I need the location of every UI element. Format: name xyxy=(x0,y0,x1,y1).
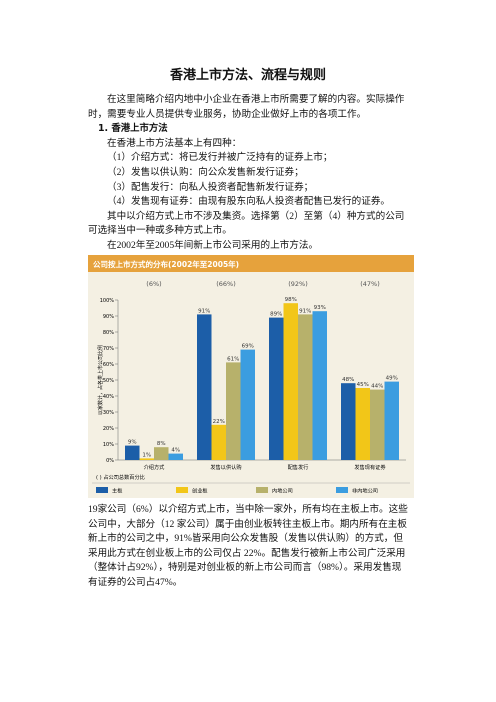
category-label: 发售以供认购 xyxy=(210,463,241,471)
y-tick-label: 10% xyxy=(103,442,114,448)
bar xyxy=(370,389,385,460)
bar xyxy=(269,317,284,460)
bar xyxy=(139,458,154,460)
section-heading: 1. 香港上市方法 xyxy=(98,123,168,135)
legend-label: 内地公司 xyxy=(272,487,293,495)
bar xyxy=(283,303,298,460)
y-tick-label: 40% xyxy=(103,394,114,400)
category-label: 介绍方式 xyxy=(144,463,166,471)
category-note: (92%) xyxy=(288,280,308,288)
legend-swatch xyxy=(336,487,348,493)
value-label: 45% xyxy=(357,382,369,388)
value-label: 69% xyxy=(242,344,254,350)
legend-label: 主板 xyxy=(112,487,123,495)
bar xyxy=(125,445,140,460)
section-lines: 在香港上市方法基本上有四种： （1）介绍方式：将已发行并被广泛持有的证券上市； （2… xyxy=(88,137,410,254)
legend-label: 创业板 xyxy=(192,487,208,495)
doc-body: 在这里简略介绍内地中小企业在香港上市所需要了解的内容。实际操作时，需要专业人员提… xyxy=(88,93,410,254)
bar xyxy=(226,362,241,460)
legend-swatch xyxy=(176,487,188,493)
text-line: （3）配售发行：向私人投资者配售新发行证券； xyxy=(107,181,314,193)
value-label: 93% xyxy=(314,305,326,311)
bar xyxy=(341,383,356,460)
bar xyxy=(211,424,226,460)
category-label: 发售现有证券 xyxy=(354,463,386,471)
bar xyxy=(312,311,327,460)
value-label: 9% xyxy=(128,440,137,446)
value-label: 91% xyxy=(299,308,311,314)
category-note: (6%) xyxy=(146,280,161,288)
text-line: 其中以介绍方式上市不涉及集资。选择第（2）至第（4）种方式的公司可选择当中一种或… xyxy=(88,210,405,237)
legend-swatch xyxy=(96,487,108,493)
bar xyxy=(355,388,370,460)
value-label: 22% xyxy=(213,419,225,425)
category-note: (66%) xyxy=(216,280,236,288)
y-tick-label: 70% xyxy=(103,346,114,352)
bar xyxy=(154,447,169,460)
text-line: 在2002年至2005年间新上市公司采用的上市方法。 xyxy=(107,239,319,251)
doc-body-after: 19家公司（6%）以介绍方式上市，当中除一家外，所有均在主板上市。这些公司中，大… xyxy=(88,503,410,591)
y-tick-label: 60% xyxy=(103,362,114,368)
y-axis-label: 以家数计，占各类上市公司比例 xyxy=(97,345,104,415)
doc-title: 香港上市方法、流程与规则 xyxy=(169,68,326,83)
chart: 公司按上市方式的分布(2002年至2005年) 0% 10% 20% 30% 40% 50%… xyxy=(88,255,414,498)
paragraph: 19家公司（6%）以介绍方式上市，当中除一家外，所有均在主板上市。这些公司中，大… xyxy=(88,504,408,588)
y-tick-label: 0% xyxy=(106,458,114,464)
y-tick-label: 20% xyxy=(103,426,114,432)
value-label: 8% xyxy=(157,441,166,447)
value-label: 44% xyxy=(371,384,383,390)
value-label: 89% xyxy=(270,312,282,318)
y-tick-label: 100% xyxy=(100,298,115,304)
value-label: 91% xyxy=(198,308,210,314)
y-tick-label: 90% xyxy=(103,314,114,320)
chart-note: ( ) 占公司总数百分比 xyxy=(96,473,145,481)
y-tick-label: 80% xyxy=(103,330,114,336)
y-tick-label: 30% xyxy=(103,410,114,416)
title-bar xyxy=(88,255,414,272)
text-line: 在香港上市方法基本上有四种： xyxy=(107,137,242,149)
text-line: （2）发售以供认购：向公众发售新发行证券； xyxy=(107,166,304,178)
category-note: (47%) xyxy=(360,280,380,288)
value-label: 98% xyxy=(285,297,297,303)
bar xyxy=(384,381,399,460)
text-line: （4）发售现有证券：由现有股东向私人投资者配售已发行的证券。 xyxy=(107,196,391,208)
value-label: 49% xyxy=(386,376,398,382)
category-label: 配售发行 xyxy=(288,463,309,471)
chart-title: 公司按上市方式的分布(2002年至2005年) xyxy=(93,259,239,269)
bar xyxy=(197,314,212,460)
bar xyxy=(240,349,255,460)
value-label: 61% xyxy=(227,356,239,362)
paragraph: 在这里简略介绍内地中小企业在香港上市所需要了解的内容。实际操作时，需要专业人员提… xyxy=(88,94,405,120)
value-label: 1% xyxy=(142,452,151,458)
value-label: 48% xyxy=(342,377,354,383)
legend-label: 非内地公司 xyxy=(352,487,378,495)
bar xyxy=(168,453,183,460)
bar xyxy=(298,314,313,460)
y-tick-label: 50% xyxy=(103,378,114,384)
value-label: 4% xyxy=(171,448,180,454)
legend-swatch xyxy=(256,487,268,493)
text-line: （1）介绍方式：将已发行并被广泛持有的证券上市； xyxy=(107,152,333,164)
